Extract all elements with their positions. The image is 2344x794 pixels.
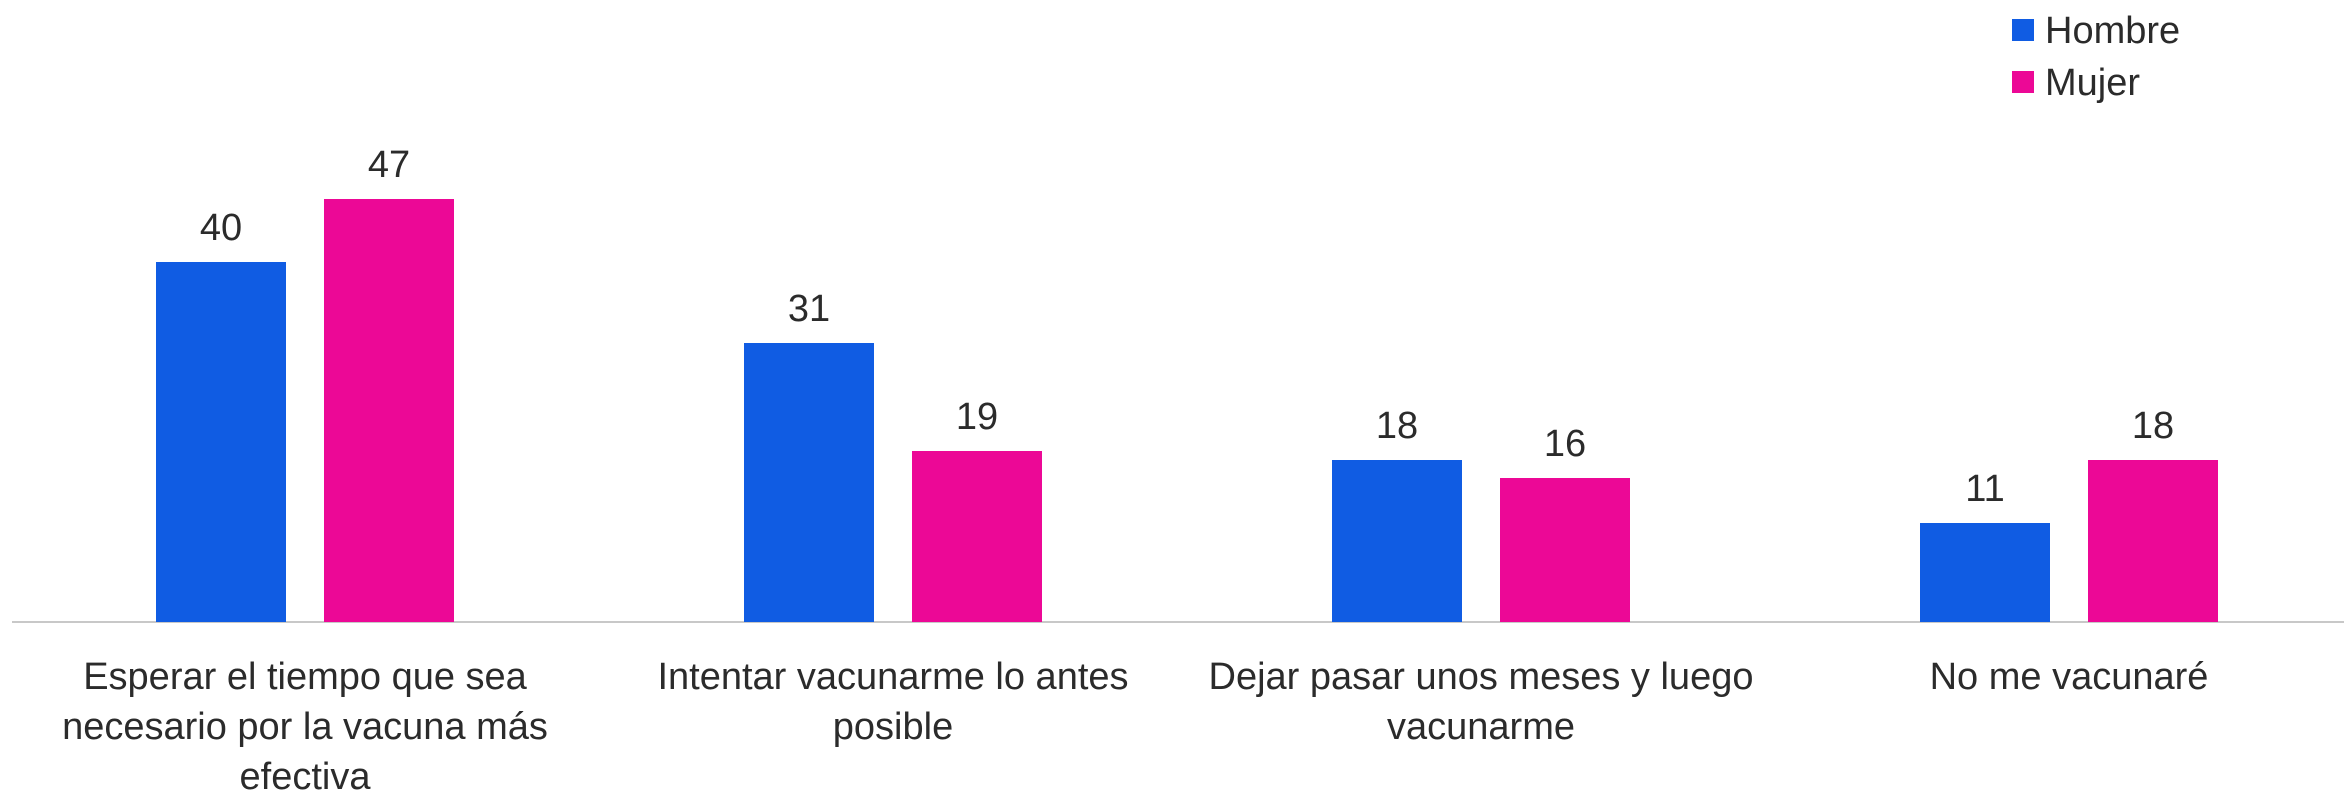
legend-label: Mujer — [2045, 62, 2140, 104]
bar — [2088, 460, 2218, 622]
value-label: 47 — [368, 144, 410, 186]
x-tick-label: Esperar el tiempo que sea necesario por … — [62, 656, 548, 794]
bar — [1332, 460, 1462, 622]
bar — [1920, 523, 2050, 622]
bar — [324, 199, 454, 622]
x-tick-label: No me vacunaré — [1929, 656, 2209, 698]
bar — [912, 451, 1042, 622]
legend-label: Hombre — [2045, 10, 2180, 52]
value-label: 16 — [1544, 423, 1586, 465]
bar — [744, 343, 874, 622]
value-label: 11 — [1965, 468, 2004, 510]
legend-swatch — [2012, 71, 2034, 93]
x-tick-label: Intentar vacunarme lo antes posible — [657, 656, 1129, 748]
legend-swatch — [2012, 19, 2034, 41]
value-label: 40 — [200, 207, 242, 249]
value-label: 18 — [2132, 405, 2174, 447]
value-label: 18 — [1376, 405, 1418, 447]
value-label: 31 — [788, 288, 830, 330]
bar — [1500, 478, 1630, 622]
bar — [156, 262, 286, 622]
value-label: 19 — [956, 396, 998, 438]
x-tick-label: Dejar pasar unos meses y luego vacunarme — [1208, 656, 1754, 748]
